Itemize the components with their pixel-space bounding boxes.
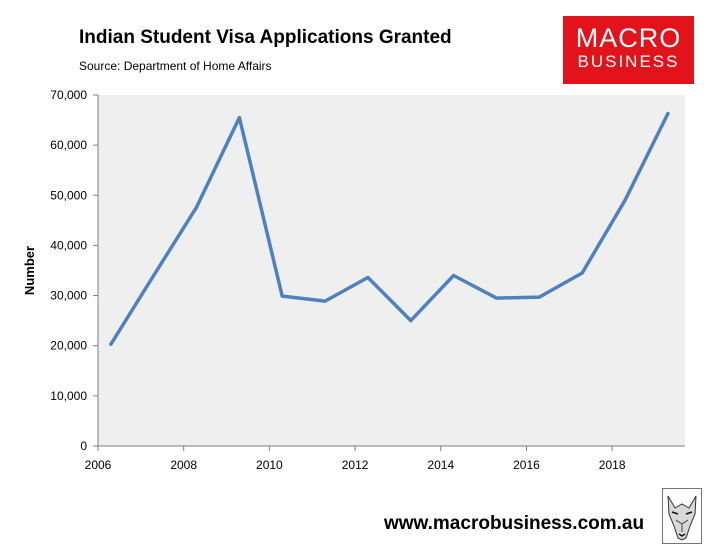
chart-title: Indian Student Visa Applications Granted <box>79 27 452 48</box>
data-point <box>152 273 156 278</box>
x-tick-label: 2012 <box>342 458 369 472</box>
data-point <box>323 299 327 303</box>
y-tick-label: 10,000 <box>50 389 87 403</box>
y-tick-label: 20,000 <box>50 339 87 353</box>
x-tick-label: 2008 <box>170 458 197 472</box>
x-tick-label: 2010 <box>256 458 283 472</box>
data-point <box>280 294 284 298</box>
chart-subtitle: Source: Department of Home Affairs <box>79 59 272 73</box>
wolf-logo-icon <box>662 488 702 544</box>
x-tick-label: 2006 <box>85 458 112 472</box>
data-point <box>409 319 413 323</box>
y-tick-label: 0 <box>80 439 87 453</box>
data-point <box>237 115 241 120</box>
x-tick-label: 2014 <box>427 458 454 472</box>
data-point <box>366 275 370 280</box>
y-tick-label: 60,000 <box>50 138 87 152</box>
data-point <box>109 342 113 346</box>
logo-line-2: BUSINESS <box>577 52 680 71</box>
logo-line-1: MACRO <box>575 23 682 53</box>
x-tick-label: 2018 <box>599 458 626 472</box>
macrobusiness-logo: MACRO BUSINESS <box>563 16 694 84</box>
data-point <box>580 271 584 275</box>
x-tick-label: 2016 <box>513 458 540 472</box>
y-tick-label: 50,000 <box>50 188 87 202</box>
data-point <box>623 198 627 202</box>
plot-area <box>98 95 685 446</box>
y-tick-label: 30,000 <box>50 289 87 303</box>
y-tick-label: 70,000 <box>50 88 87 102</box>
data-point <box>494 296 499 300</box>
data-point <box>452 273 456 278</box>
data-point <box>537 295 541 299</box>
y-axis-label: Number <box>22 246 37 295</box>
data-point <box>194 205 199 209</box>
footer-url[interactable]: www.macrobusiness.com.au <box>384 513 645 534</box>
series-line <box>109 111 670 346</box>
data-point <box>666 111 670 116</box>
y-tick-label: 40,000 <box>50 238 87 252</box>
